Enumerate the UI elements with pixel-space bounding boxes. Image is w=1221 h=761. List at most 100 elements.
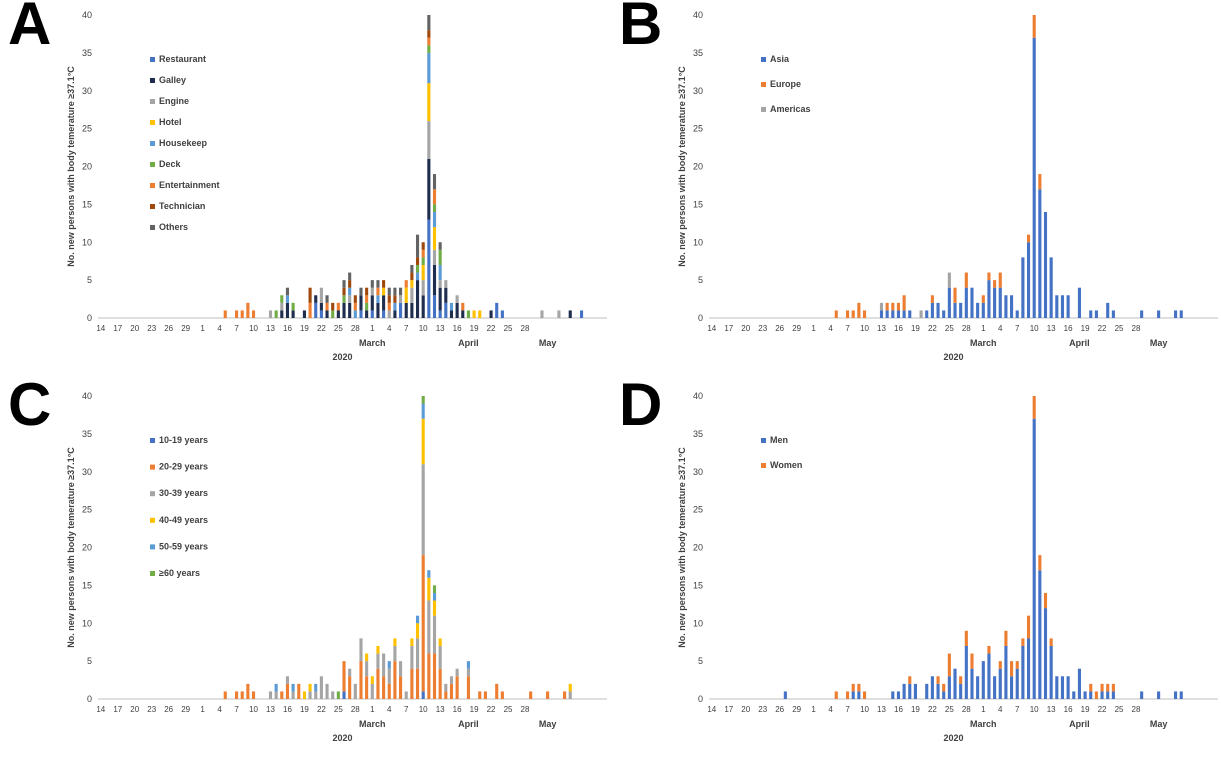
bar-women bbox=[1100, 683, 1104, 692]
bar-others bbox=[399, 287, 403, 296]
x-tick-label: 25 bbox=[334, 324, 343, 333]
x-tick-label: 17 bbox=[113, 705, 122, 714]
bar-restaurant bbox=[359, 310, 363, 318]
bar-americas bbox=[947, 272, 951, 288]
bar-men bbox=[993, 676, 997, 699]
x-tick-label: 10 bbox=[860, 705, 869, 714]
bar-technician bbox=[365, 287, 369, 296]
bar-asia bbox=[908, 310, 912, 318]
bar-entertainment bbox=[461, 302, 465, 311]
y-tick-label: 40 bbox=[82, 391, 92, 401]
bar-asia bbox=[947, 287, 951, 318]
bar-asia bbox=[936, 302, 940, 318]
x-tick-label: 17 bbox=[724, 324, 733, 333]
bar-housekeep bbox=[427, 52, 431, 84]
bar-engine bbox=[348, 295, 352, 303]
month-label: April bbox=[458, 719, 479, 729]
legend-entry: Women bbox=[770, 460, 802, 470]
bar-americas bbox=[919, 310, 923, 318]
bar-30-39-years bbox=[449, 676, 454, 684]
bar-men bbox=[1060, 676, 1065, 699]
bar-20-29-years bbox=[500, 691, 504, 699]
x-tick-label: 4 bbox=[998, 324, 1003, 333]
bar-technician bbox=[393, 295, 397, 303]
bar-men bbox=[1026, 638, 1031, 699]
x-axis-title: 2020 bbox=[943, 733, 963, 743]
bar-asia bbox=[1038, 189, 1042, 318]
bar-engine bbox=[421, 280, 425, 296]
x-tick-label: 10 bbox=[860, 324, 869, 333]
x-tick-label: 1 bbox=[811, 324, 816, 333]
bar-asia bbox=[993, 287, 997, 318]
bar-20-29-years bbox=[546, 691, 550, 699]
bar-restaurant bbox=[382, 310, 386, 318]
bar-30-39-years bbox=[410, 645, 414, 669]
bar-women bbox=[1021, 638, 1025, 646]
month-label: April bbox=[1069, 719, 1090, 729]
bar-men bbox=[981, 661, 985, 699]
legend-entry: 50-59 years bbox=[159, 541, 208, 551]
bar-galley bbox=[421, 295, 425, 318]
month-label: March bbox=[359, 338, 386, 348]
x-tick-label: 14 bbox=[96, 324, 105, 333]
bar-men bbox=[1004, 645, 1008, 699]
x-tick-label: 4 bbox=[217, 324, 222, 333]
x-tick-label: 16 bbox=[453, 705, 462, 714]
bar-asia bbox=[1004, 295, 1008, 318]
bar-women bbox=[942, 683, 946, 692]
bar-entertainment bbox=[308, 302, 312, 318]
bar-others bbox=[376, 280, 380, 288]
bar-men bbox=[1077, 668, 1081, 699]
bar-20-29-years bbox=[240, 691, 244, 699]
bar-20-29-years bbox=[280, 691, 284, 699]
bar-technician bbox=[308, 287, 312, 303]
bar-women bbox=[834, 691, 838, 699]
panel-a: 0 5 10 15 20 25 30 35 40 14 17 20 23 26 29 1 4 7 10 13 16 19 2… bbox=[0, 0, 610, 380]
legend-swatch bbox=[761, 57, 766, 62]
bar-entertainment bbox=[353, 302, 357, 311]
bar-asia bbox=[930, 302, 934, 318]
y-tick-label: 20 bbox=[693, 543, 703, 553]
x-tick-label: 29 bbox=[792, 324, 801, 333]
bar-europe bbox=[998, 272, 1002, 288]
bar-galley bbox=[438, 287, 442, 311]
bar-men bbox=[942, 691, 946, 699]
bar-technician bbox=[421, 242, 425, 250]
bar-20-29-years bbox=[449, 683, 454, 699]
bar-deck bbox=[331, 310, 335, 318]
x-tick-label: 23 bbox=[758, 705, 767, 714]
x-tick-label: 29 bbox=[181, 705, 190, 714]
bar-asia bbox=[1174, 310, 1178, 318]
bar-asia bbox=[1077, 287, 1081, 318]
bar-20-29-years bbox=[251, 691, 256, 699]
bar-others bbox=[387, 287, 391, 296]
bar-galley bbox=[455, 302, 459, 318]
bar-engine bbox=[268, 310, 273, 318]
month-label: May bbox=[539, 719, 557, 729]
bar-deck bbox=[421, 257, 425, 265]
bar-women bbox=[1032, 396, 1036, 419]
bar-women bbox=[964, 630, 968, 646]
x-tick-label: 28 bbox=[521, 324, 530, 333]
legend-swatch bbox=[150, 491, 155, 497]
bar-20-29-years bbox=[297, 683, 301, 699]
bar-europe bbox=[885, 302, 889, 311]
y-tick-label: 35 bbox=[82, 429, 92, 439]
legend-swatch bbox=[150, 183, 155, 188]
x-tick-label: 7 bbox=[1015, 324, 1020, 333]
bar-30-39-years bbox=[359, 638, 363, 662]
bar-galley bbox=[285, 302, 290, 318]
bar-50-59-years bbox=[427, 570, 431, 578]
bar-europe bbox=[930, 295, 934, 303]
bar-men bbox=[1111, 691, 1115, 699]
legend-entry: Entertainment bbox=[159, 180, 220, 190]
bar-asia bbox=[1066, 295, 1070, 318]
month-label: May bbox=[1150, 719, 1168, 729]
bar-restaurant bbox=[438, 310, 442, 318]
x-tick-label: 7 bbox=[404, 705, 409, 714]
x-tick-label: 16 bbox=[453, 324, 462, 333]
x-tick-label: 19 bbox=[300, 705, 309, 714]
y-tick-label: 30 bbox=[82, 467, 92, 477]
bar-restaurant bbox=[495, 302, 499, 318]
